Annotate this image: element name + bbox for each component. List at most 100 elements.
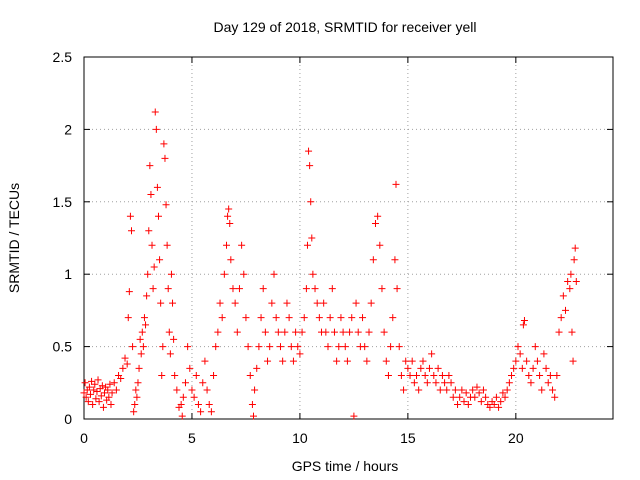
data-point — [181, 379, 189, 387]
data-point — [445, 372, 453, 380]
data-point — [302, 285, 310, 293]
data-point — [419, 357, 427, 365]
data-point — [123, 360, 131, 368]
data-point — [430, 372, 438, 380]
data-point — [391, 256, 399, 264]
data-point — [251, 386, 259, 394]
data-point — [95, 398, 103, 406]
data-point — [146, 162, 154, 170]
data-point — [311, 285, 319, 293]
data-point — [490, 401, 498, 409]
data-point — [505, 379, 513, 387]
data-point — [163, 241, 171, 249]
data-point — [173, 386, 181, 394]
data-point — [553, 372, 561, 380]
data-point — [225, 205, 233, 213]
data-point — [227, 256, 235, 264]
data-point — [456, 393, 464, 401]
data-point — [99, 403, 107, 411]
data-point — [544, 379, 552, 387]
data-point — [374, 212, 382, 220]
data-point — [568, 328, 576, 336]
data-point — [117, 374, 125, 382]
data-point — [417, 364, 425, 372]
data-point — [106, 380, 114, 388]
data-point — [567, 270, 575, 278]
data-point — [153, 183, 161, 191]
data-point — [441, 379, 449, 387]
data-point — [475, 389, 483, 397]
data-point — [139, 343, 147, 351]
data-point — [451, 386, 459, 394]
data-point — [305, 147, 313, 155]
data-point — [192, 372, 200, 380]
data-point — [257, 314, 265, 322]
data-point — [149, 285, 157, 293]
data-point — [516, 350, 524, 358]
data-point — [449, 393, 457, 401]
data-point — [161, 154, 169, 162]
data-point — [367, 299, 375, 307]
data-point — [283, 299, 291, 307]
data-point — [142, 321, 150, 329]
data-point — [266, 343, 274, 351]
data-point — [184, 343, 192, 351]
data-point — [559, 292, 567, 300]
data-point — [566, 285, 574, 293]
data-point — [380, 328, 388, 336]
data-point — [201, 357, 209, 365]
data-point — [231, 299, 239, 307]
data-point — [131, 401, 139, 409]
data-point — [359, 314, 367, 322]
data-point — [533, 357, 541, 365]
data-point — [147, 191, 155, 199]
data-point — [179, 393, 187, 401]
data-point — [270, 270, 278, 278]
data-point — [238, 241, 246, 249]
data-point — [105, 393, 113, 401]
data-point — [406, 372, 414, 380]
data-point — [300, 314, 308, 322]
data-point — [101, 389, 109, 397]
data-point — [432, 379, 440, 387]
data-point — [328, 285, 336, 293]
data-point — [279, 357, 287, 365]
data-point — [501, 393, 509, 401]
data-point — [531, 343, 539, 351]
data-point — [469, 386, 477, 394]
data-point — [454, 401, 462, 409]
data-point — [194, 401, 202, 409]
data-point — [393, 285, 401, 293]
data-point — [287, 343, 295, 351]
data-point — [309, 270, 317, 278]
data-point — [276, 343, 284, 351]
data-point — [169, 299, 177, 307]
data-point — [281, 328, 289, 336]
data-point — [145, 227, 153, 235]
data-point — [333, 357, 341, 365]
data-point — [84, 398, 92, 406]
data-point — [479, 386, 487, 394]
data-point — [261, 328, 269, 336]
data-point — [133, 393, 141, 401]
data-point — [397, 372, 405, 380]
data-point — [404, 364, 412, 372]
data-point — [199, 379, 207, 387]
data-point — [85, 383, 93, 391]
data-point — [402, 357, 410, 365]
data-point — [350, 412, 358, 420]
data-point — [132, 386, 140, 394]
data-point — [408, 357, 416, 365]
data-point — [549, 386, 557, 394]
data-point — [363, 357, 371, 365]
data-point — [298, 328, 306, 336]
data-point — [190, 393, 198, 401]
data-point — [447, 379, 455, 387]
data-point — [292, 328, 300, 336]
data-point — [223, 241, 231, 249]
data-point — [423, 379, 431, 387]
data-points — [80, 108, 580, 420]
data-point — [551, 393, 559, 401]
data-point — [365, 328, 373, 336]
x-tick-label: 5 — [188, 430, 196, 446]
